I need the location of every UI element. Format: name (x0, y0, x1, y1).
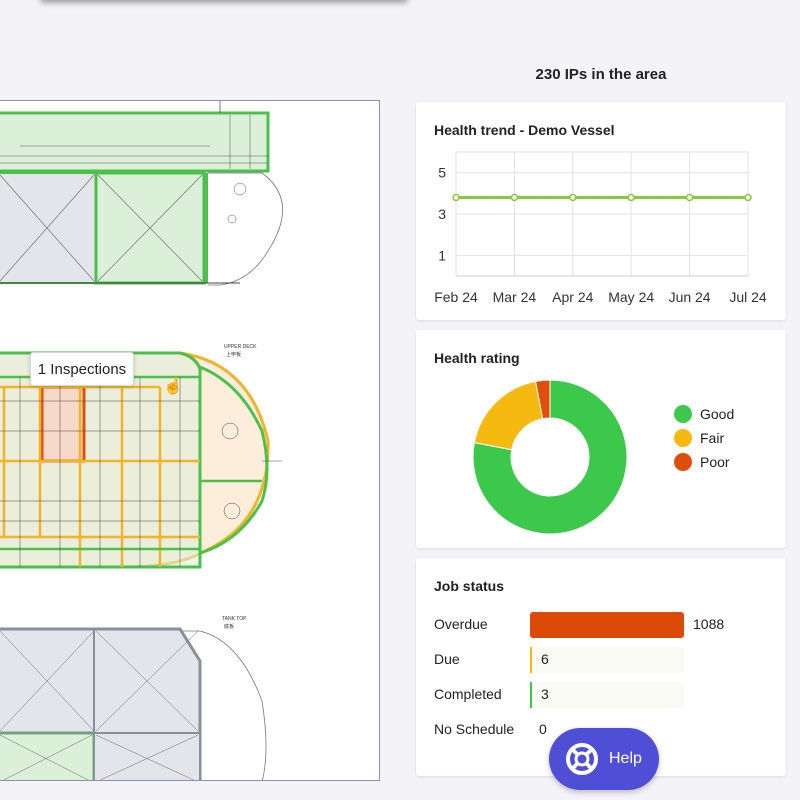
job-status-label: No Schedule (434, 721, 515, 737)
y-tick-label: 5 (438, 165, 446, 181)
legend-label: Fair (700, 430, 725, 446)
trend-point[interactable] (627, 193, 635, 202)
job-status-title: Job status (434, 578, 505, 594)
job-status-bar[interactable] (530, 612, 684, 638)
trend-point[interactable] (744, 193, 752, 202)
inspection-tooltip: 1 Inspections (30, 352, 134, 386)
donut-slice-good[interactable] (472, 379, 628, 535)
health-rating-card: Health rating Good Fair Poor (416, 330, 786, 548)
x-tick-label: Apr 24 (552, 289, 593, 305)
area-count-heading: 230 IPs in the area (535, 66, 667, 83)
legend-swatch (674, 453, 692, 471)
hand-cursor-icon: ☝ (163, 378, 183, 395)
job-status-row-no-schedule[interactable]: No Schedule 0 (434, 717, 774, 743)
upper-deck-label-cn: 上甲板 (226, 351, 241, 358)
ship-plan-drawing[interactable]: UPPER DECK 上甲板 TANK TOP (0, 101, 380, 781)
job-status-bar-track (530, 647, 684, 673)
job-status-bar[interactable] (530, 647, 532, 673)
health-trend-title: Health trend - Demo Vessel (434, 122, 615, 138)
trend-point[interactable] (510, 193, 519, 202)
x-tick-label: Feb 24 (434, 289, 478, 305)
job-status-row-overdue[interactable]: Overdue 1088 (434, 612, 774, 638)
y-tick-label: 1 (438, 247, 446, 263)
x-tick-label: Jun 24 (669, 289, 711, 305)
job-status-bar[interactable] (530, 682, 532, 708)
job-status-label: Overdue (434, 616, 488, 632)
plan-section-upper (0, 101, 283, 286)
job-status-value: 6 (541, 651, 549, 667)
trend-point[interactable] (685, 193, 694, 202)
y-tick-label: 3 (438, 206, 446, 222)
help-label: Help (609, 750, 642, 767)
health-trend-chart: 1 3 5 Feb 24 Mar 24 Apr 24 May 24 Jun 24 Jul 24 (434, 151, 767, 305)
job-status-bar-track (530, 682, 684, 708)
x-tick-label: Mar 24 (493, 289, 537, 305)
donut-slice-fair[interactable] (473, 380, 544, 451)
plan-section-tank-top: TANK TOP 底板 (0, 616, 267, 780)
x-tick-label: Jul 24 (729, 289, 767, 305)
health-trend-card: Health trend - Demo Vessel 1 3 5 Feb 24 Mar … (416, 102, 786, 320)
job-status-value: 0 (539, 721, 547, 737)
job-status-label: Due (434, 651, 460, 667)
health-rating-donut (472, 379, 628, 535)
job-status-value: 1088 (693, 616, 725, 632)
job-status-bar-track (530, 612, 684, 638)
health-rating-legend: Good Fair Poor (674, 402, 734, 474)
trend-grid (455, 151, 749, 277)
tank-top-label-cn: 底板 (224, 623, 234, 630)
trend-point[interactable] (452, 193, 460, 202)
legend-swatch (674, 429, 692, 447)
legend-label: Good (700, 406, 735, 422)
plan-section-upper-deck: UPPER DECK 上甲板 (0, 344, 282, 569)
ship-plan-viewer[interactable]: UPPER DECK 上甲板 TANK TOP (0, 100, 380, 781)
legend-label: Poor (700, 454, 730, 470)
health-rating-title: Health rating (434, 350, 520, 366)
legend-item-poor[interactable]: Poor (674, 450, 734, 474)
x-tick-label: May 24 (608, 289, 654, 305)
legend-item-fair[interactable]: Fair (674, 426, 734, 450)
job-status-row-due[interactable]: Due 6 (434, 647, 774, 673)
job-status-row-completed[interactable]: Completed 3 (434, 682, 774, 708)
trend-point[interactable] (569, 193, 577, 202)
help-button[interactable]: Help (549, 728, 659, 790)
job-status-label: Completed (434, 686, 502, 702)
lifebuoy-icon (566, 743, 598, 775)
job-status-value: 3 (541, 686, 549, 702)
legend-swatch (674, 405, 692, 423)
tank-top-label: TANK TOP (222, 616, 247, 622)
upper-deck-label: UPPER DECK (224, 344, 257, 350)
legend-item-good[interactable]: Good (674, 402, 734, 426)
donut-slice-poor[interactable] (534, 379, 551, 420)
